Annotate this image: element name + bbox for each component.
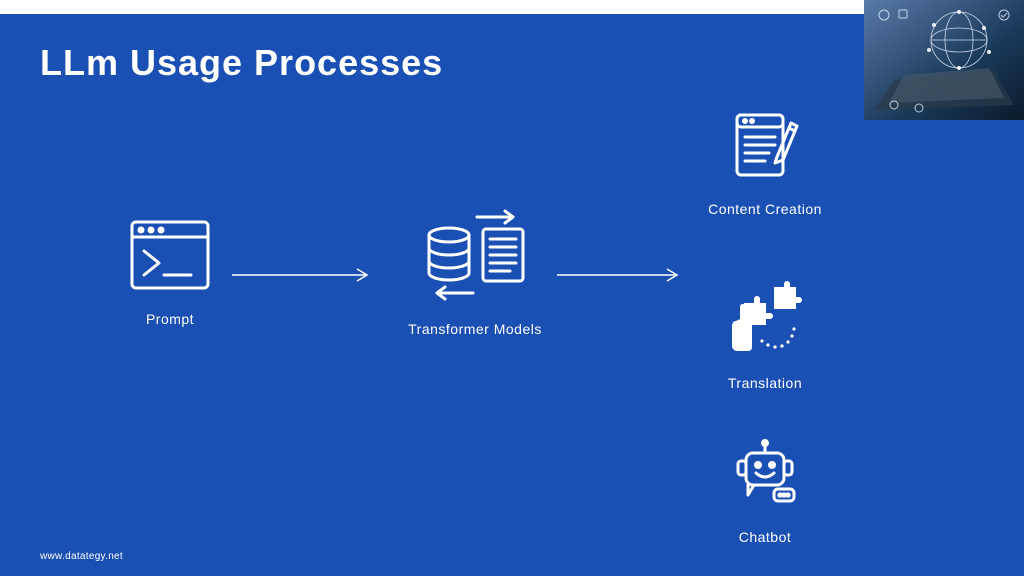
node-chatbot: Chatbot — [690, 439, 840, 545]
slide-background: LLm Usage Processes — [0, 14, 1024, 576]
terminal-icon — [129, 219, 211, 291]
footer-url: www.datategy.net — [40, 551, 123, 562]
node-transformer: Transformer Models — [395, 209, 555, 337]
page-title: LLm Usage Processes — [40, 42, 443, 84]
arrow-icon — [555, 266, 685, 284]
node-label: Transformer Models — [408, 321, 542, 337]
node-translation: Translation — [690, 281, 840, 391]
node-label: Translation — [728, 375, 802, 391]
node-label: Content Creation — [708, 201, 822, 217]
puzzle-hand-icon — [726, 281, 804, 355]
node-label: Chatbot — [739, 529, 792, 545]
arrow-icon — [230, 266, 375, 284]
node-content-creation: Content Creation — [690, 109, 840, 217]
document-pencil-icon — [729, 109, 801, 181]
decorative-thumbnail — [864, 0, 1024, 120]
database-document-icon — [415, 209, 535, 301]
node-prompt: Prompt — [115, 219, 225, 327]
chatbot-icon — [728, 439, 802, 509]
node-label: Prompt — [146, 311, 194, 327]
